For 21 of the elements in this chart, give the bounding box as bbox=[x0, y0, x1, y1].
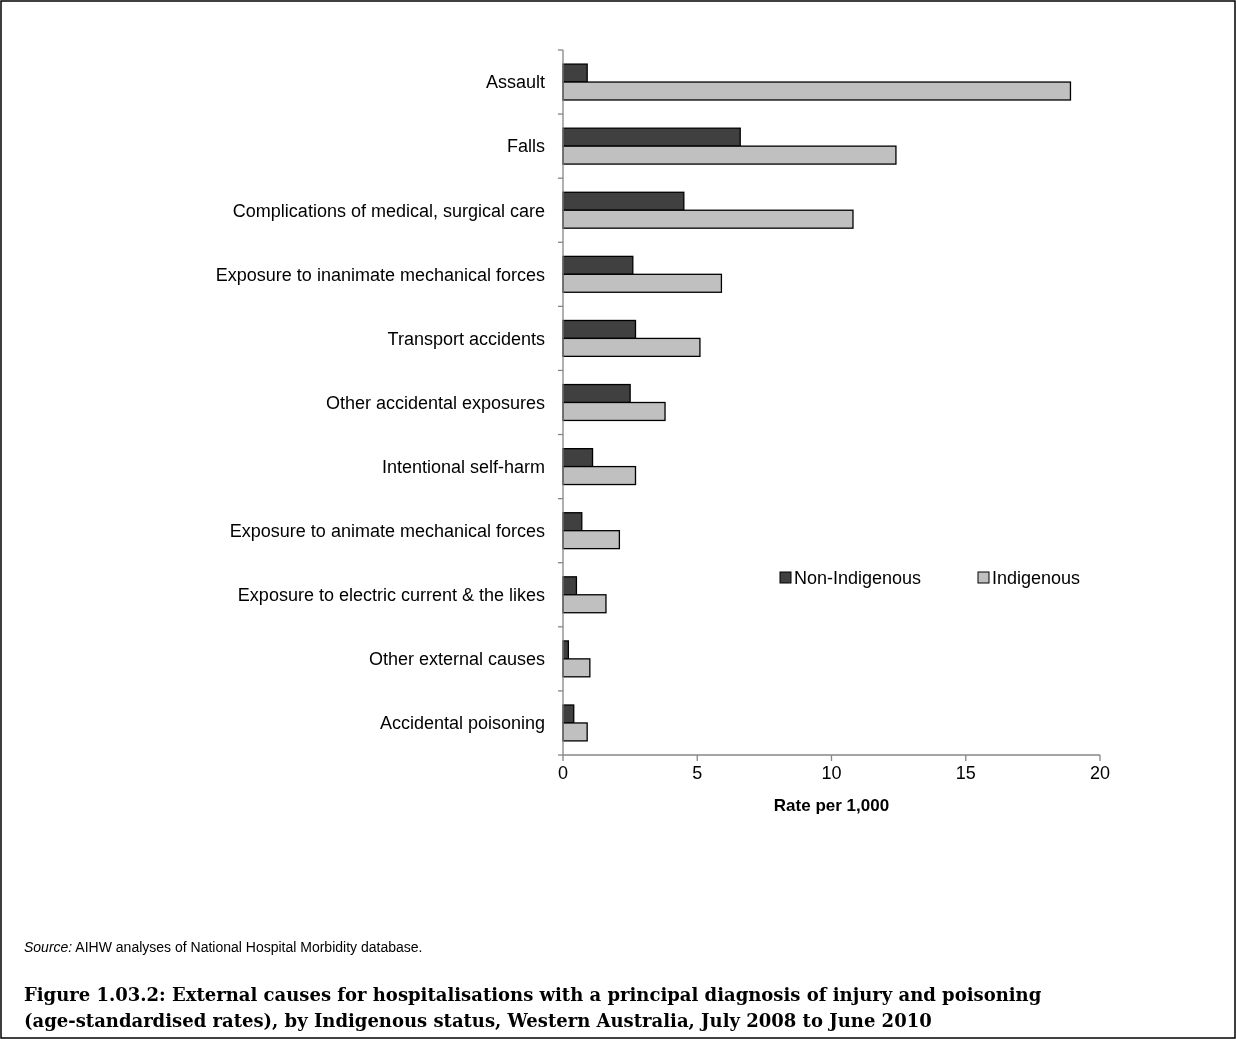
x-axis-title: Rate per 1,000 bbox=[773, 796, 890, 815]
y-tick-label: Other accidental exposures bbox=[325, 392, 545, 413]
y-tick-label: Exposure to animate mechanical forces bbox=[229, 520, 545, 541]
x-tick-label: 20 bbox=[1089, 763, 1111, 783]
legend-label: Non-Indigenous bbox=[794, 568, 922, 589]
y-tick-label: Exposure to inanimate mechanical forces bbox=[215, 264, 545, 285]
y-tick-label: Assault bbox=[485, 72, 545, 93]
x-tick-label: 10 bbox=[821, 763, 842, 783]
legend-label: Indigenous bbox=[992, 568, 1081, 589]
y-tick-label: Complications of medical, surgical care bbox=[232, 200, 545, 221]
x-tick-label: 0 bbox=[557, 763, 569, 783]
x-tick-label: 5 bbox=[692, 763, 703, 783]
y-tick-label: Falls bbox=[506, 136, 545, 157]
text: Figure 1.03.2: External causes for hospitalisations with a principal diagnosis of injury and poisoning (age-standardised rates), by Indigenous status, Western Australia, July 2008 to June 2010 bbox=[24, 984, 1042, 1031]
y-tick-label: Other external causes bbox=[368, 649, 545, 670]
y-tick-label: Transport accidents bbox=[387, 328, 545, 349]
y-tick-label: Accidental poisoning bbox=[379, 713, 545, 734]
y-tick-label: Exposure to electric current & the likes bbox=[237, 585, 545, 606]
x-tick-label: 15 bbox=[955, 763, 976, 783]
y-tick-label: Intentional self-harm bbox=[381, 456, 545, 477]
source-note: Source: AIHW analyses of National Hospital Morbidity database. bbox=[24, 939, 423, 955]
